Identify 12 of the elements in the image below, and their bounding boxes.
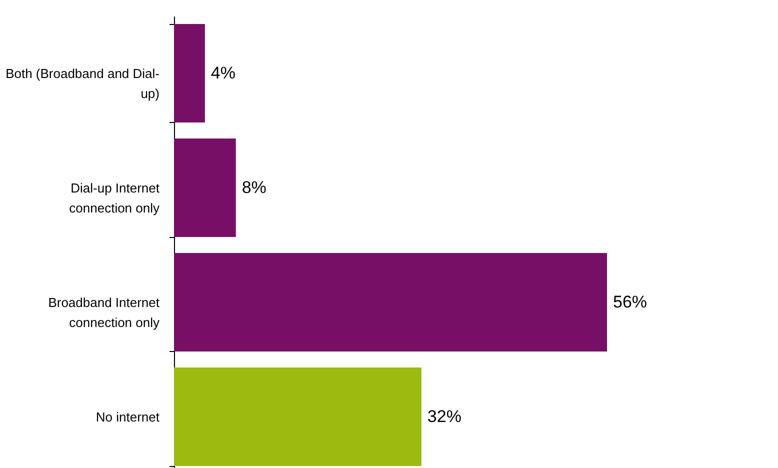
data-label: 4% [210, 63, 236, 82]
bar [174, 138, 236, 237]
y-tick-label: Both (Broadband and Dial-up) [6, 66, 160, 101]
bar [174, 24, 205, 122]
data-label: 56% [613, 292, 648, 312]
data-label: 8% [242, 178, 266, 197]
bar [174, 368, 422, 466]
data-label: 32% [427, 406, 462, 426]
y-tick-label: Dial-up Internet connection only [69, 180, 160, 216]
y-tick-label: Broadband Internet connection only [48, 294, 160, 330]
bar [174, 253, 607, 352]
y-tick-label: No internet [96, 409, 160, 424]
